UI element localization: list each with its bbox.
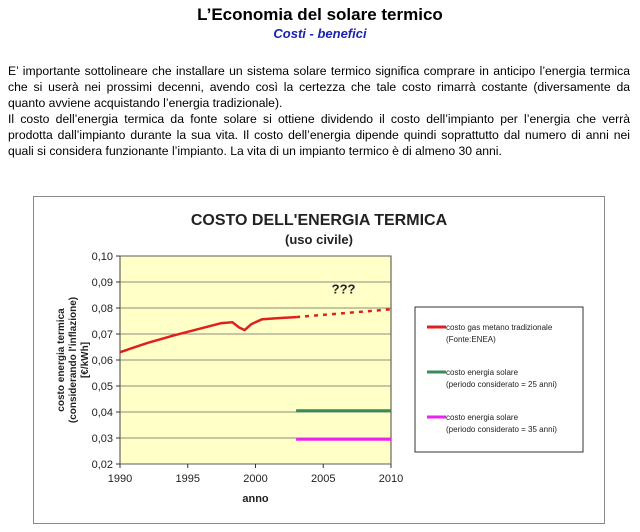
x-tick-label: 1990 [108, 473, 132, 485]
legend-box [414, 306, 584, 453]
chart-frame: COSTO DELL'ENERGIA TERMICA (uso civile) … [33, 196, 605, 524]
energy-cost-chart: COSTO DELL'ENERGIA TERMICA (uso civile) … [56, 212, 584, 505]
y-tick-label: 0,02 [92, 459, 113, 471]
y-tick-label: 0,08 [92, 303, 113, 315]
x-axis-label: anno [242, 493, 269, 505]
legend: costo gas metano tradizionale (Fonte:ENEA… [414, 306, 584, 453]
x-tick-label: 2000 [243, 473, 267, 485]
x-tick-label: 2005 [311, 473, 335, 485]
cost-paragraph: Il costo dell’energia termica da fonte s… [8, 112, 630, 158]
series-line [119, 315, 297, 354]
y-tick-label: 0,04 [92, 407, 113, 419]
x-tick-label: 2010 [379, 473, 403, 485]
chart-subtitle: (uso civile) [285, 232, 353, 247]
intro-paragraph: E’ importante sottolineare che installar… [8, 64, 630, 110]
y-axis-label-line: costo energia termica [56, 308, 67, 412]
y-axis-label-line: [€/kWh] [80, 342, 91, 378]
y-tick-label: 0,07 [92, 329, 113, 341]
y-axis-label: costo energia termica(considerando l'inf… [56, 297, 91, 423]
y-axis-label-line: (considerando l'inflazione) [68, 297, 79, 423]
legend-label: (Fonte:ENEA) [446, 335, 496, 344]
series-projection-line [295, 308, 392, 319]
x-tick-label: 1995 [176, 473, 200, 485]
legend-label: (periodo considerato = 25 anni) [446, 380, 557, 389]
y-tick-label: 0,09 [92, 277, 113, 289]
legend-label: costo gas metano tradizionale [446, 323, 553, 332]
chart-title: COSTO DELL'ENERGIA TERMICA [191, 212, 448, 229]
page-title: L’Economia del solare termico [197, 5, 443, 24]
legend-label: costo energia solare [446, 413, 519, 422]
legend-label: (periodo considerato = 35 anni) [446, 425, 557, 434]
axes: 0,02 0,03 0,04 0,05 0,06 0,07 0,08 0,09 0,10 1990… [56, 251, 403, 505]
y-tick-label: 0,06 [92, 355, 113, 367]
legend-label: costo energia solare [446, 368, 519, 377]
page-subtitle: Costi - benefici [273, 26, 367, 41]
y-tick-label: 0,05 [92, 381, 113, 393]
chart-annotation: ??? [332, 282, 356, 297]
plot-area: ??? [119, 255, 392, 465]
y-tick-label: 0,10 [92, 251, 113, 263]
y-tick-label: 0,03 [92, 433, 113, 445]
